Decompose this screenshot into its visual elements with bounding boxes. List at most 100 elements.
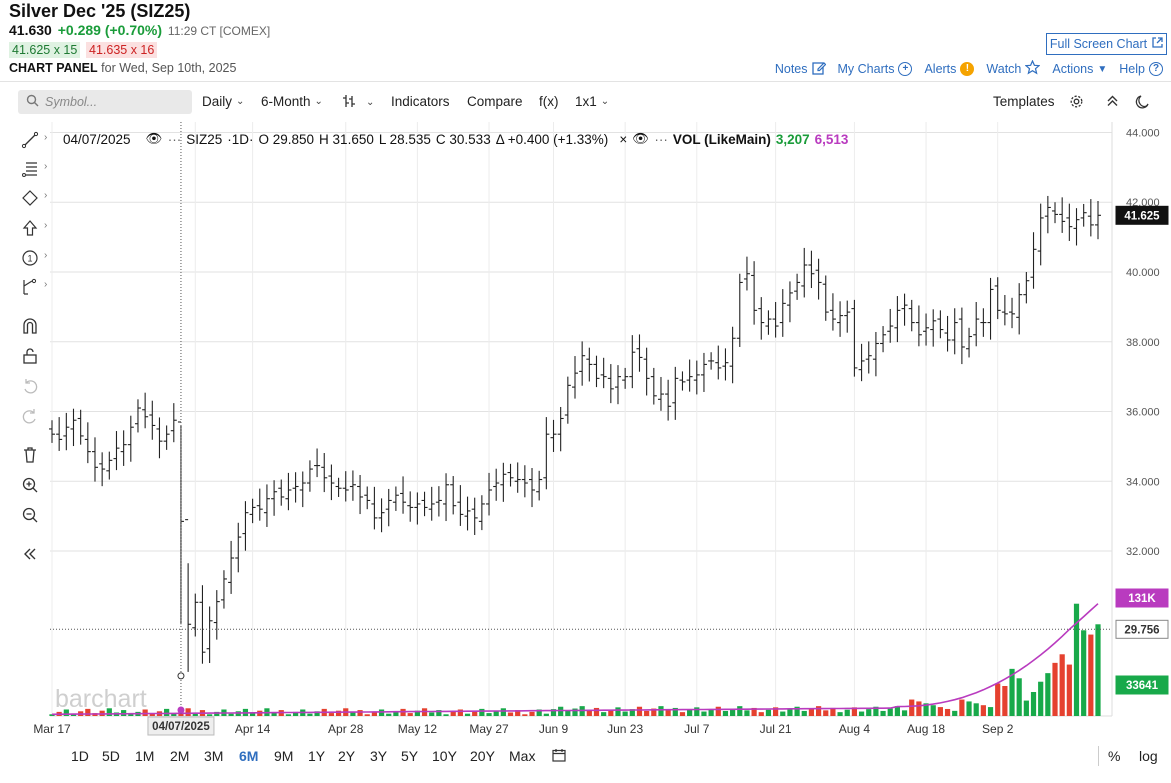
period-3y[interactable]: 3Y (370, 748, 388, 764)
eye-icon[interactable]: 👁 (145, 131, 163, 146)
ohlc-bar (779, 289, 786, 337)
line-tool-icon[interactable] (18, 128, 42, 152)
collapse-toolbar-button[interactable] (1106, 94, 1119, 110)
shape-tool-icon[interactable] (18, 186, 42, 210)
more-icon[interactable]: ··· (167, 131, 182, 147)
ohlc-bar (901, 293, 908, 326)
functions-button[interactable]: f(x) (539, 94, 559, 109)
symbol-search-input[interactable]: Symbol... (18, 90, 192, 114)
interval-dropdown[interactable]: Daily ⌄ (202, 94, 244, 109)
period-5d[interactable]: 5D (102, 748, 120, 764)
chevron-down-icon: ⌄ (366, 97, 375, 108)
templates-button[interactable]: Templates (993, 94, 1055, 109)
actions-menu[interactable]: Actions ▼ (1052, 60, 1107, 78)
settings-button[interactable] (1069, 94, 1084, 112)
ohlc-bar (708, 352, 715, 370)
compare-button[interactable]: Compare (467, 94, 523, 109)
ohlc-bar (378, 498, 385, 533)
note-edit-icon (811, 61, 826, 78)
period-1d[interactable]: 1D (71, 748, 89, 764)
volume-bar (995, 683, 1001, 716)
log-toggle[interactable]: log (1139, 748, 1158, 764)
more-icon[interactable]: ··· (654, 131, 668, 147)
volume-bar (1081, 630, 1087, 716)
bar-style-dropdown[interactable]: ⌄ (342, 94, 374, 111)
chevron-right-icon: › (44, 161, 48, 172)
help-link[interactable]: Help ? (1119, 60, 1163, 78)
volume-bar (393, 711, 399, 716)
notes-link[interactable]: Notes (775, 60, 826, 78)
period-1y[interactable]: 1Y (308, 748, 326, 764)
price-line: 41.630 +0.289 (+0.70%) 11:29 CT [COMEX] (9, 22, 270, 38)
eye-icon[interactable]: 👁 (632, 131, 650, 146)
ohlc-bar (235, 522, 242, 573)
period-1m[interactable]: 1M (135, 748, 155, 764)
period-6m[interactable]: 6M (239, 748, 259, 764)
period-5y[interactable]: 5Y (401, 748, 419, 764)
ohlc-bar (514, 462, 521, 493)
volume-bar (730, 708, 736, 716)
indicators-button[interactable]: Indicators (391, 94, 450, 109)
volume-bar (407, 713, 413, 716)
ohlc-bar (736, 273, 743, 347)
watch-link[interactable]: Watch (986, 59, 1041, 78)
chevron-right-icon: › (44, 250, 48, 261)
ohlc-bar (199, 585, 206, 664)
x-tick-label: Aug 4 (839, 722, 871, 736)
trash-icon[interactable] (18, 443, 42, 467)
ohlc-bar (1001, 295, 1008, 326)
undo-icon[interactable] (18, 374, 42, 398)
layout-dropdown[interactable]: 1x1 ⌄ (575, 94, 609, 109)
ohlc-bar (930, 309, 937, 347)
arrow-up-icon[interactable] (18, 216, 42, 240)
calendar-icon[interactable] (552, 748, 566, 765)
zoom-out-icon[interactable] (18, 503, 42, 527)
volume-bar (529, 711, 535, 716)
collapse-left-icon[interactable] (18, 542, 42, 566)
ohlc-bar (321, 453, 328, 493)
lock-icon[interactable] (18, 344, 42, 368)
ohlc-bar (557, 406, 564, 452)
full-screen-chart-button[interactable]: Full Screen Chart (1046, 33, 1167, 55)
layout-label: 1x1 (575, 94, 597, 109)
chart-toolbar: Symbol... Daily ⌄ 6-Month ⌄ ⌄ Indicators C… (0, 88, 1171, 116)
zoom-in-icon[interactable] (18, 473, 42, 497)
number-marker-icon[interactable]: 1 (18, 246, 42, 270)
chevron-down-icon: ⌄ (314, 96, 323, 107)
magnet-icon[interactable] (18, 314, 42, 338)
period-10y[interactable]: 10Y (432, 748, 457, 764)
measure-tool-icon[interactable] (18, 275, 42, 299)
percent-toggle[interactable]: % (1108, 748, 1121, 764)
redo-icon[interactable] (18, 404, 42, 428)
period-max[interactable]: Max (509, 748, 536, 764)
fib-tool-icon[interactable] (18, 157, 42, 181)
ohlc-bar (507, 463, 514, 487)
last-price-tag-box (1115, 205, 1169, 225)
range-dropdown[interactable]: 6-Month ⌄ (261, 94, 323, 109)
close-icon[interactable]: × (619, 131, 628, 147)
period-2m[interactable]: 2M (170, 748, 190, 764)
ohlc-bar (822, 275, 829, 321)
ohlc-bar (722, 348, 729, 381)
period-9m[interactable]: 9M (274, 748, 294, 764)
ohlc-bar (758, 297, 765, 340)
volume-bar (164, 708, 170, 716)
dark-mode-toggle[interactable] (1135, 94, 1150, 112)
price-change: +0.289 (+0.70%) (57, 22, 163, 38)
volume-bar (378, 709, 385, 716)
last-price-tag: 41.625 (1124, 210, 1160, 222)
alerts-link[interactable]: Alerts ! (924, 60, 975, 78)
volume-bar (1038, 681, 1044, 716)
ohlc-bar (149, 400, 156, 440)
volume-bar (171, 713, 177, 716)
x-tick-label: Aug 18 (907, 722, 945, 736)
period-2y[interactable]: 2Y (338, 748, 356, 764)
period-3m[interactable]: 3M (204, 748, 224, 764)
volume-bar (794, 706, 800, 716)
volume-bar (830, 707, 836, 716)
ohlc-bar (579, 341, 586, 386)
my-charts-link[interactable]: My Charts + (838, 60, 913, 78)
ohlc-bar (364, 486, 371, 510)
period-20y[interactable]: 20Y (470, 748, 495, 764)
